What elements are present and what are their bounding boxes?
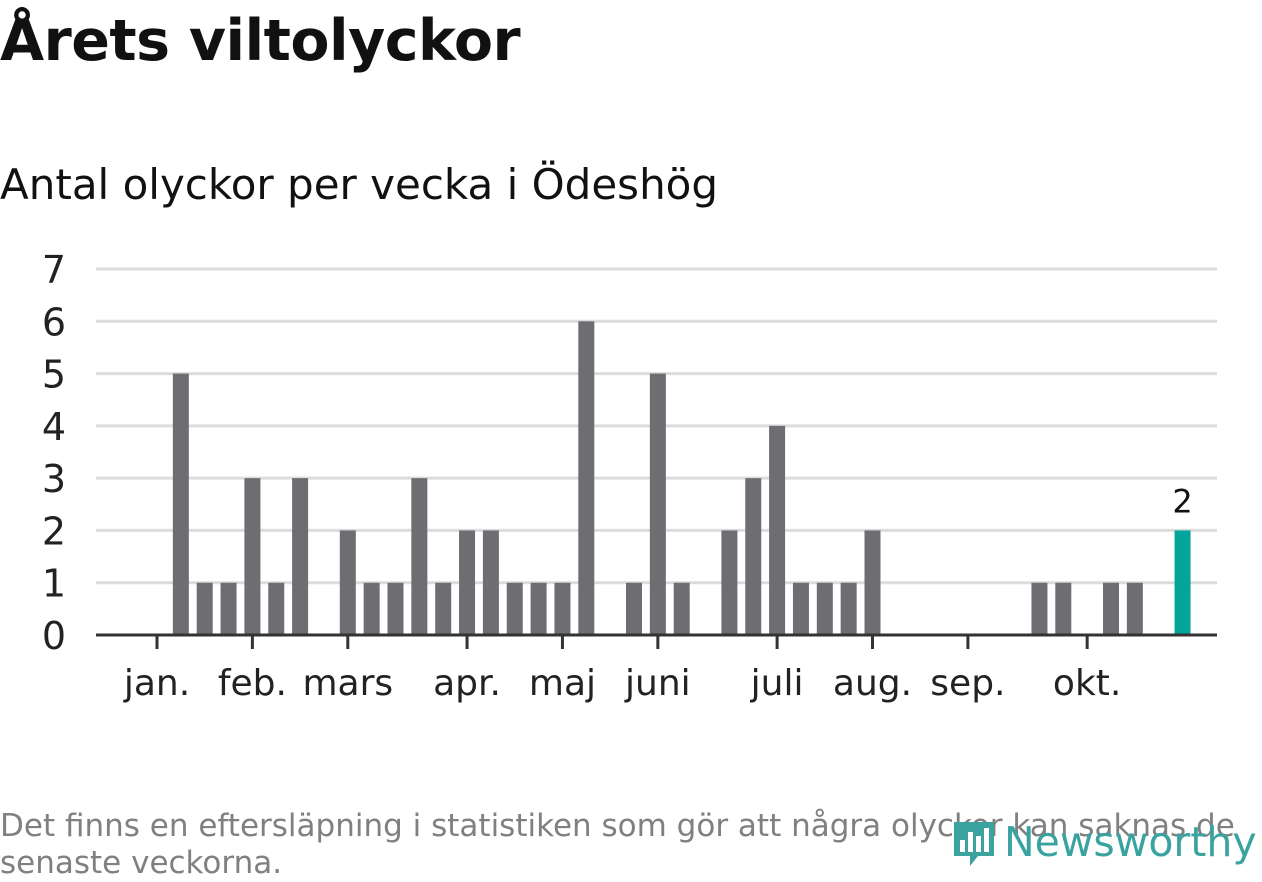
bar bbox=[864, 530, 881, 635]
bar bbox=[1126, 582, 1143, 635]
bar bbox=[626, 582, 642, 635]
bar bbox=[1055, 582, 1072, 635]
y-tick-label: 1 bbox=[42, 562, 66, 606]
y-axis-ticks: 0 1 2 3 4 5 6 7 bbox=[42, 248, 66, 658]
bar bbox=[816, 582, 833, 635]
logo-icon bbox=[954, 822, 994, 866]
x-tick-label: sep. bbox=[930, 663, 1005, 704]
bar bbox=[530, 582, 547, 635]
bar bbox=[792, 582, 809, 635]
x-axis: jan. feb. mars apr. maj juni juli aug. sep. okt. bbox=[96, 633, 1217, 704]
data-labels: 2 bbox=[1172, 482, 1192, 520]
bar bbox=[1031, 582, 1048, 635]
x-tick-label: jan. bbox=[123, 663, 190, 704]
bar bbox=[172, 373, 189, 635]
x-tick-label: maj bbox=[529, 663, 596, 704]
bar bbox=[1174, 530, 1191, 635]
bar bbox=[220, 582, 237, 635]
y-tick-label: 2 bbox=[42, 509, 66, 553]
bar-chart: 0 1 2 3 4 5 6 7 jan. feb. mars apr. maj juni juli aug.… bbox=[42, 248, 1217, 704]
bar bbox=[578, 321, 595, 635]
bar bbox=[292, 478, 309, 635]
bar bbox=[673, 582, 690, 635]
bar bbox=[745, 478, 762, 635]
bar bbox=[339, 530, 356, 635]
bar bbox=[649, 373, 666, 635]
y-tick-label: 6 bbox=[42, 300, 66, 344]
x-tick-label: juni bbox=[624, 663, 691, 704]
bar bbox=[411, 478, 428, 635]
bar bbox=[769, 425, 786, 635]
x-tick-label: okt. bbox=[1053, 663, 1121, 704]
bar bbox=[554, 582, 571, 635]
bar bbox=[721, 530, 738, 635]
chart-subtitle: Antal olyckor per vecka i Ödeshög bbox=[0, 160, 719, 209]
x-tick-label: aug. bbox=[833, 663, 912, 704]
bar bbox=[840, 582, 857, 635]
chart-title: Årets viltolyckor bbox=[0, 8, 521, 74]
bar bbox=[196, 582, 213, 635]
bar bbox=[363, 582, 380, 635]
x-tick-label: mars bbox=[302, 663, 393, 704]
bar bbox=[387, 582, 404, 635]
logo-text: Newsworthy bbox=[1004, 818, 1257, 866]
y-tick-label: 7 bbox=[42, 248, 66, 292]
bar bbox=[1103, 582, 1119, 635]
bars bbox=[172, 321, 1191, 635]
y-tick-label: 4 bbox=[42, 405, 66, 449]
y-tick-label: 5 bbox=[42, 353, 66, 397]
data-label: 2 bbox=[1172, 482, 1192, 520]
x-tick-label: apr. bbox=[433, 663, 501, 704]
bar bbox=[268, 582, 285, 635]
bar bbox=[244, 478, 261, 635]
y-tick-label: 3 bbox=[42, 457, 66, 501]
x-tick-label: juli bbox=[750, 663, 804, 704]
bar bbox=[506, 582, 523, 635]
newsworthy-logo[interactable]: Newsworthy bbox=[950, 816, 1257, 868]
bar bbox=[435, 582, 452, 635]
x-tick-label: feb. bbox=[218, 663, 287, 704]
bar bbox=[482, 530, 499, 635]
bar bbox=[459, 530, 476, 635]
y-tick-label: 0 bbox=[42, 614, 66, 658]
footnote: Det finns en eftersläpning i statistiken… bbox=[0, 808, 1235, 881]
